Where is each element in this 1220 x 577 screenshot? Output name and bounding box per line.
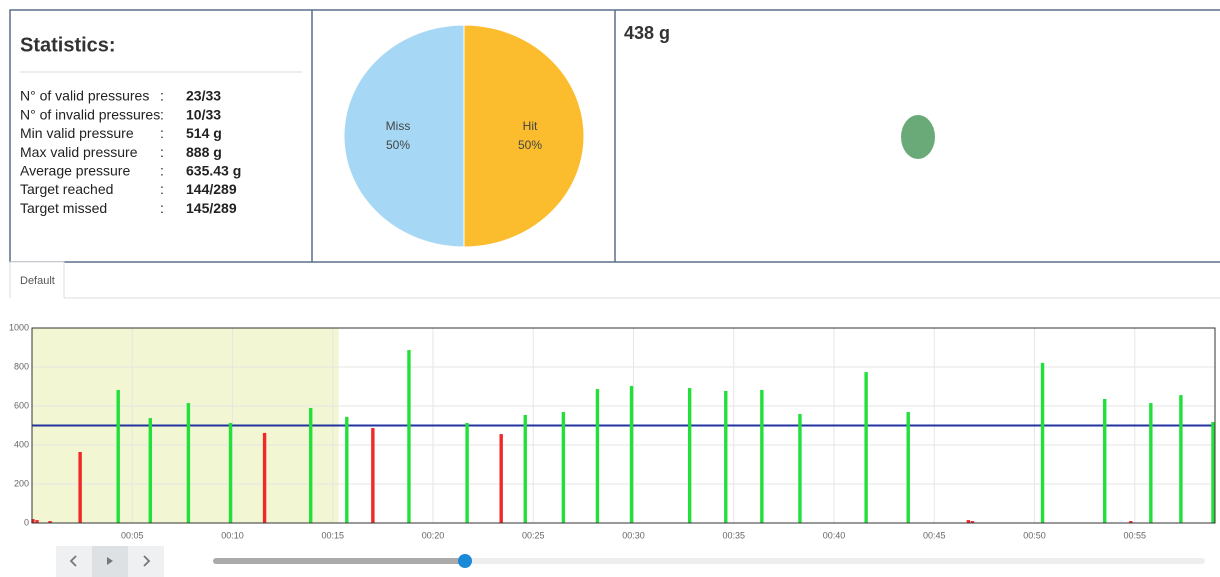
stat-label: Min valid pressure: [20, 125, 134, 141]
bar: [629, 385, 634, 523]
bar: [724, 390, 728, 523]
stat-label: Max valid pressure: [20, 144, 138, 160]
bar: [499, 434, 503, 523]
bar: [966, 520, 971, 523]
stats-list: N° of valid pressures: 23/33 N° of invalid…: [20, 88, 241, 216]
bar: [864, 372, 868, 523]
stat-value: 888 g: [186, 144, 222, 160]
bar: [148, 418, 152, 523]
bar: [228, 422, 233, 523]
y-tick-label: 0: [24, 517, 29, 527]
bar: [407, 350, 411, 523]
slice-label: Miss: [386, 119, 411, 133]
bar: [116, 390, 120, 523]
plot-frame: [31, 327, 1216, 524]
stat-sep: :: [160, 88, 164, 104]
x-tick-label: 00:10: [221, 530, 244, 540]
stat-sep: :: [160, 163, 164, 179]
bar: [523, 414, 527, 523]
stat-sep: :: [160, 106, 164, 122]
stat-sep: :: [160, 200, 164, 216]
indicator-dot: [901, 115, 935, 159]
slice-label: Hit: [523, 119, 538, 133]
prev-button[interactable]: [69, 555, 77, 567]
x-tick-label: 00:50: [1023, 530, 1046, 540]
bar: [371, 428, 375, 523]
stat-label: Average pressure: [20, 163, 130, 179]
x-tick-label: 00:45: [923, 530, 946, 540]
y-tick-label: 600: [14, 400, 29, 410]
play-icon[interactable]: [107, 557, 113, 565]
bar: [309, 407, 313, 523]
bar: [186, 403, 191, 523]
tab-label[interactable]: Default: [20, 275, 55, 287]
pie-slice: [343, 24, 465, 248]
stat-label: Target reached: [20, 181, 113, 197]
bar: [345, 416, 349, 523]
stat-sep: :: [160, 181, 164, 197]
x-tick-label: 00:15: [321, 530, 344, 540]
y-tick-label: 800: [14, 361, 29, 371]
bar: [1149, 403, 1153, 523]
slider-progress: [213, 558, 465, 564]
top-panels: [9, 9, 1220, 263]
bar: [1211, 421, 1215, 523]
bar: [1179, 395, 1183, 523]
bar: [465, 422, 469, 523]
bar: [78, 452, 82, 523]
current-reading: 438 g: [624, 23, 670, 43]
bar: [798, 413, 802, 523]
slider-thumb[interactable]: [458, 554, 472, 568]
bar: [48, 521, 52, 523]
stat-sep: :: [160, 144, 164, 160]
next-button[interactable]: [143, 555, 151, 567]
stat-sep: :: [160, 125, 164, 141]
x-tick-label: 00:35: [723, 530, 746, 540]
pie-slice: [463, 24, 585, 248]
y-tick-label: 400: [14, 439, 29, 449]
x-tick-label: 00:20: [422, 530, 445, 540]
x-tick-label: 00:40: [823, 530, 846, 540]
bar: [906, 412, 910, 523]
stat-label: N° of invalid pressures: [20, 106, 160, 122]
bar: [35, 520, 39, 523]
stat-label: Target missed: [20, 200, 107, 216]
stat-value: 23/33: [186, 88, 221, 104]
bar: [1103, 398, 1107, 523]
bar: [1129, 521, 1133, 523]
stat-value: 145/289: [186, 200, 237, 216]
stat-value: 514 g: [186, 125, 222, 141]
bar: [970, 521, 975, 523]
x-tick-label: 00:55: [1124, 530, 1147, 540]
x-tick-label: 00:25: [522, 530, 545, 540]
bar: [262, 432, 267, 523]
y-tick-label: 1000: [9, 322, 29, 332]
stat-value: 635.43 g: [186, 163, 241, 179]
bar: [760, 390, 764, 523]
stat-label: N° of valid pressures: [20, 88, 149, 104]
tab[interactable]: [9, 261, 65, 298]
x-tick-label: 00:30: [622, 530, 645, 540]
x-tick-label: 00:05: [121, 530, 144, 540]
y-tick-label: 200: [14, 478, 29, 488]
pie-chart: Miss 50% Hit 50%: [343, 24, 585, 248]
bar: [687, 388, 692, 523]
bar: [595, 389, 600, 523]
bar: [1040, 362, 1045, 523]
bar: [31, 519, 35, 523]
stat-value: 10/33: [186, 106, 221, 122]
slice-value: 50%: [518, 138, 542, 152]
slice-value: 50%: [386, 138, 410, 152]
bar-chart: 0 200 400 600 800 1000 00:05 00:10 00:15 00:20 00:…: [9, 322, 1216, 540]
bar: [561, 412, 566, 523]
stat-value: 144/289: [186, 181, 237, 197]
stats-title: Statistics:: [20, 34, 116, 56]
